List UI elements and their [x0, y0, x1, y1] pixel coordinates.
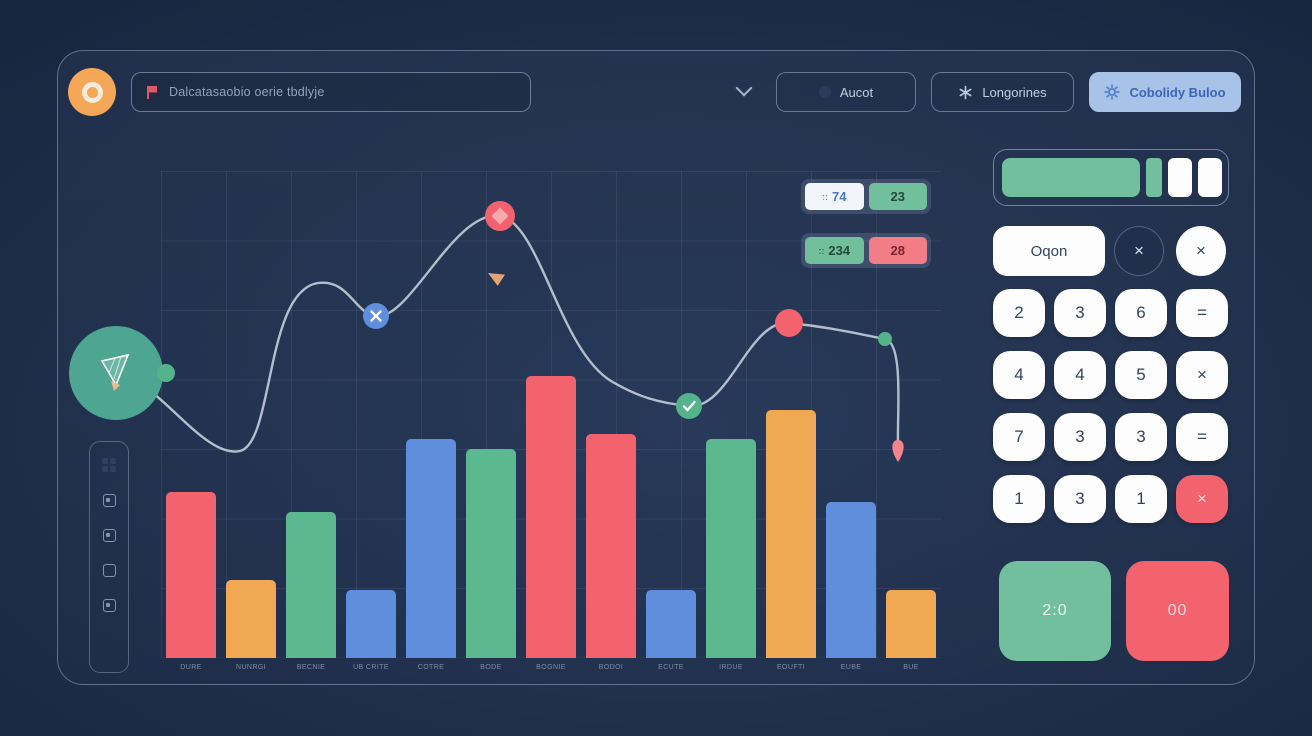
- x-axis-label: Eube: [840, 664, 862, 671]
- red-total-button[interactable]: 00: [1126, 561, 1229, 661]
- display-white-cell: [1198, 158, 1222, 197]
- checkbox-icon[interactable]: [102, 494, 116, 507]
- close-dark-button[interactable]: ×: [1114, 226, 1164, 276]
- logo-ring-icon: [81, 81, 103, 103]
- cobolidy-buloo-button-label: Cobolidy Buloo: [1129, 84, 1226, 100]
- dots-icon: ::: [822, 191, 829, 202]
- key-equals[interactable]: =: [1176, 289, 1228, 337]
- bar-eube[interactable]: [826, 502, 876, 658]
- x-axis-label: Ecute: [658, 664, 684, 671]
- bar-nunrgi[interactable]: [226, 580, 276, 658]
- key-4[interactable]: 4: [993, 351, 1045, 399]
- stat-widget-2[interactable]: :: 234 28: [801, 233, 931, 268]
- stat-value: 23: [890, 189, 905, 204]
- dot-icon: [818, 86, 831, 98]
- green-total-button[interactable]: 2:0: [999, 561, 1111, 661]
- key-1[interactable]: 1: [1115, 475, 1167, 523]
- asterisk-icon: [959, 85, 972, 99]
- longorines-button[interactable]: Longorines: [931, 72, 1074, 112]
- key-7[interactable]: 7: [993, 413, 1045, 461]
- aucot-button[interactable]: Aucot: [776, 72, 916, 112]
- bar-becnie[interactable]: [286, 512, 336, 658]
- bar-irdue[interactable]: [706, 439, 756, 658]
- main-panel: Dalcatasaobio oerie tbdlyje Aucot Longor…: [57, 50, 1255, 685]
- search-placeholder: Dalcatasaobio oerie tbdlyje: [169, 85, 325, 99]
- x-axis-label: Irdue: [719, 664, 743, 671]
- key-3[interactable]: 3: [1054, 413, 1106, 461]
- net-marker[interactable]: [69, 326, 163, 420]
- x-axis-label: Becnie: [296, 664, 326, 671]
- stat-cell: 28: [868, 237, 927, 264]
- stat-cell: 23: [868, 183, 927, 210]
- gear-icon: [1104, 84, 1121, 100]
- calc-display: [993, 149, 1229, 206]
- key-2[interactable]: 2: [993, 289, 1045, 337]
- display-green-segment: [1002, 158, 1140, 197]
- app-logo[interactable]: [68, 68, 116, 116]
- x-axis-label: Bode: [480, 664, 502, 671]
- aucot-button-label: Aucot: [839, 84, 874, 100]
- x-axis-label: Ub Crite: [353, 664, 389, 671]
- key-5[interactable]: 5: [1115, 351, 1167, 399]
- key-1[interactable]: 1: [993, 475, 1045, 523]
- calc-keypad: 2 3 6 = 4 4 5 × 7 3 3 = 1 3 1 ×: [993, 289, 1229, 523]
- bar-bodoi[interactable]: [586, 434, 636, 658]
- x-axis-label: Eoufti: [776, 664, 806, 671]
- bar-cotre[interactable]: [406, 439, 456, 658]
- open-button[interactable]: Oqon: [993, 226, 1105, 276]
- image-icon[interactable]: [102, 599, 116, 612]
- dots-icon: ::: [818, 245, 825, 256]
- search-input[interactable]: Dalcatasaobio oerie tbdlyje: [131, 72, 531, 112]
- grid-apps-icon[interactable]: [102, 458, 116, 472]
- stat-value: 234: [828, 243, 851, 258]
- square-icon[interactable]: [102, 564, 116, 577]
- bar-dure[interactable]: [166, 492, 216, 658]
- display-white-cell: [1168, 158, 1192, 197]
- stat-widget-1[interactable]: :: 74 23: [801, 179, 931, 214]
- flag-icon: [147, 85, 157, 99]
- x-axis-label: Bodoi: [598, 664, 624, 671]
- chevron-down-icon[interactable]: [735, 79, 753, 97]
- stat-cell: :: 234: [805, 237, 864, 264]
- x-axis-label: Bue: [903, 664, 919, 671]
- bar-eoufti[interactable]: [766, 410, 816, 658]
- bar-bognie[interactable]: [526, 376, 576, 658]
- x-axis-label: Dure: [180, 664, 202, 671]
- x-axis-label: Nunrgi: [235, 664, 267, 671]
- bar-ub-crite[interactable]: [346, 590, 396, 658]
- key-3[interactable]: 3: [1115, 413, 1167, 461]
- tool-rail: [89, 441, 129, 673]
- x-axis-label: Bognie: [536, 664, 566, 671]
- cobolidy-buloo-button[interactable]: Cobolidy Buloo: [1089, 72, 1241, 112]
- bar-bue[interactable]: [886, 590, 936, 658]
- key-3[interactable]: 3: [1054, 289, 1106, 337]
- key-3[interactable]: 3: [1054, 475, 1106, 523]
- stat-value: 74: [832, 189, 847, 204]
- stat-cell: :: 74: [805, 183, 864, 210]
- stat-value: 28: [890, 243, 905, 258]
- bar-bode[interactable]: [466, 449, 516, 658]
- longorines-button-label: Longorines: [982, 84, 1047, 100]
- checkbox-icon[interactable]: [102, 529, 116, 542]
- key-equals[interactable]: =: [1176, 413, 1228, 461]
- key-multiply[interactable]: ×: [1176, 475, 1228, 523]
- bar-ecute[interactable]: [646, 590, 696, 658]
- key-4[interactable]: 4: [1054, 351, 1106, 399]
- x-axis-label: Cotre: [417, 664, 445, 671]
- display-green-tick: [1146, 158, 1162, 197]
- key-6[interactable]: 6: [1115, 289, 1167, 337]
- key-multiply[interactable]: ×: [1176, 351, 1228, 399]
- close-light-button[interactable]: ×: [1176, 226, 1226, 276]
- x-axis-labels: Dure Nunrgi Becnie Ub Crite Cotre Bode Bognie B…: [161, 664, 941, 676]
